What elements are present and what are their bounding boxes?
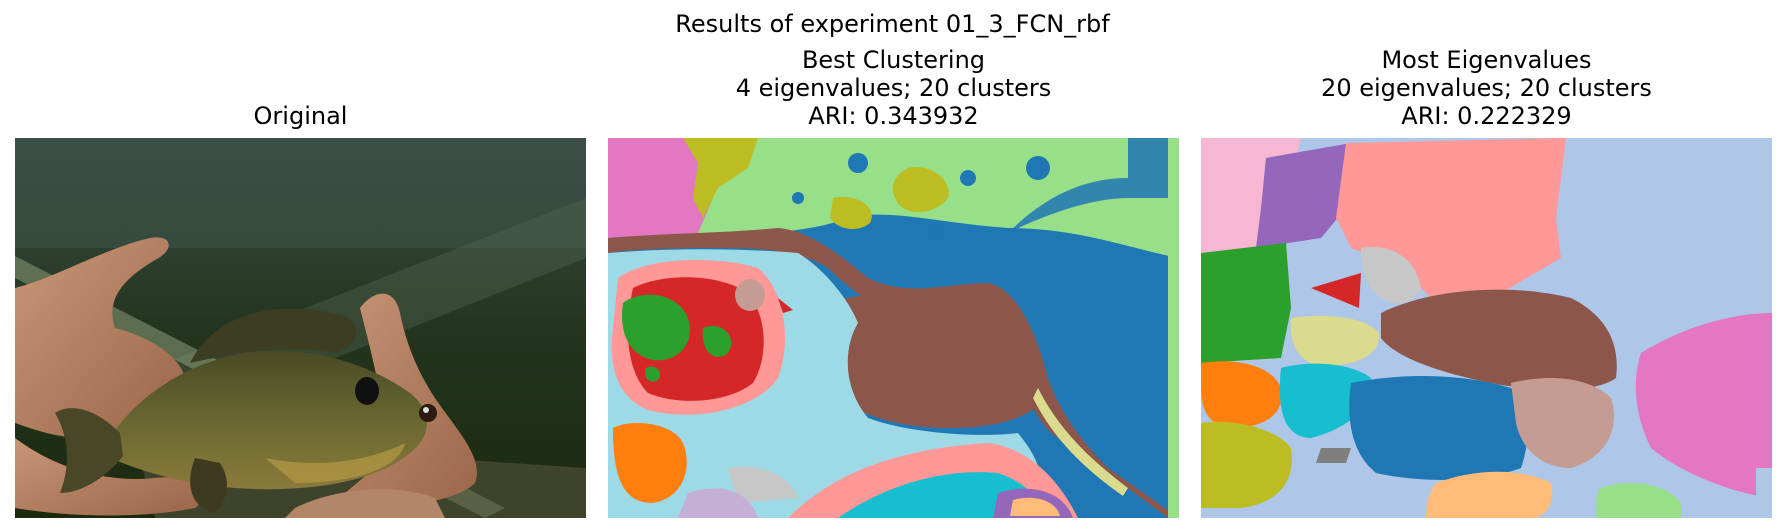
most-eigenvalues-segmentation-panel xyxy=(1201,138,1772,518)
panel-title-most-eigenvalues: Most Eigenvalues 20 eigenvalues; 20 clus… xyxy=(1201,46,1772,130)
panel-title-best-line-1: Best Clustering xyxy=(801,46,986,74)
panel-title-most-line-2: 20 eigenvalues; 20 clusters xyxy=(1321,74,1652,102)
panel-title-best-line-2: 4 eigenvalues; 20 clusters xyxy=(735,74,1052,102)
best-clustering-segmentation-map xyxy=(608,138,1179,518)
original-fish-photo xyxy=(15,138,586,518)
panel-title-original: Original xyxy=(15,102,586,130)
panel-title-most-line-1: Most Eigenvalues xyxy=(1381,46,1592,74)
most-eigenvalues-segmentation-map xyxy=(1201,138,1772,518)
panel-title-most-line-3: ARI: 0.222329 xyxy=(1401,102,1572,130)
panel-title-best-line-3: ARI: 0.343932 xyxy=(808,102,979,130)
original-image-panel xyxy=(15,138,586,518)
panel-title-best-clustering: Best Clustering 4 eigenvalues; 20 cluste… xyxy=(608,46,1179,130)
best-clustering-segmentation-panel xyxy=(608,138,1179,518)
figure-suptitle: Results of experiment 01_3_FCN_rbf xyxy=(675,10,1110,38)
panel-title-original-line-1: Original xyxy=(253,102,348,130)
